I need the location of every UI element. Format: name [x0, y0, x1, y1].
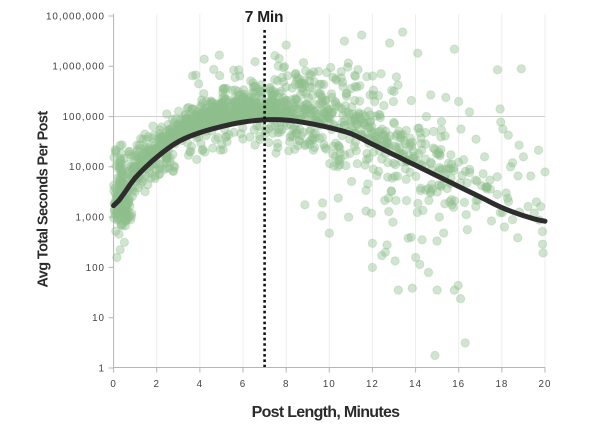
svg-text:0: 0: [110, 379, 116, 390]
svg-text:1,000: 1,000: [75, 213, 105, 224]
svg-text:16: 16: [452, 379, 465, 390]
svg-text:7 Min: 7 Min: [245, 9, 284, 26]
svg-text:100: 100: [86, 263, 105, 274]
svg-text:4: 4: [197, 379, 203, 390]
svg-text:10: 10: [323, 379, 336, 390]
svg-text:18: 18: [495, 379, 508, 390]
svg-text:Avg Total Seconds Per Post: Avg Total Seconds Per Post: [36, 111, 52, 288]
svg-text:1,000,000: 1,000,000: [52, 62, 105, 73]
svg-text:10,000: 10,000: [69, 162, 105, 173]
svg-text:8: 8: [283, 379, 289, 390]
svg-text:2: 2: [153, 379, 159, 390]
svg-text:Post Length, Minutes: Post Length, Minutes: [252, 404, 401, 421]
svg-text:6: 6: [240, 379, 246, 390]
svg-text:1: 1: [99, 363, 105, 374]
svg-text:10,000,000: 10,000,000: [46, 11, 105, 22]
svg-text:100,000: 100,000: [63, 112, 105, 123]
svg-text:14: 14: [409, 379, 422, 390]
svg-text:12: 12: [366, 379, 379, 390]
svg-text:10: 10: [92, 313, 105, 324]
svg-text:20: 20: [539, 379, 552, 390]
